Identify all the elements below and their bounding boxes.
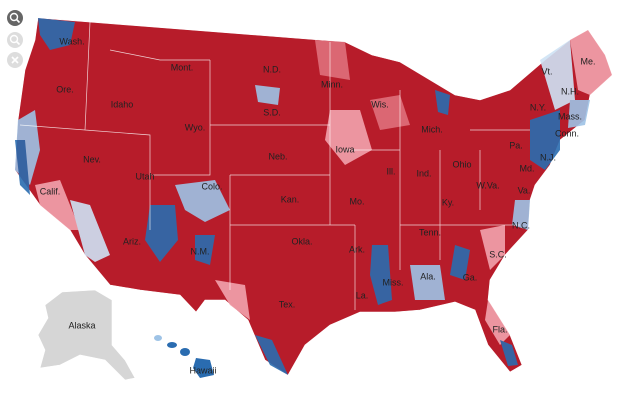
state-label: Minn. [321,79,343,89]
state-label: Idaho [111,99,134,109]
state-label: Calif. [40,186,61,196]
state-label: Ala. [420,271,436,281]
state-label: Ga. [463,272,478,282]
reset-button[interactable] [7,52,23,68]
state-label: Ohio [452,159,471,169]
state-label: Tenn. [419,227,441,237]
county-patches [15,18,612,375]
state-label: Mass. [558,111,582,121]
state-label: Ind. [416,168,431,178]
state-label: Wyo. [185,122,205,132]
state-label: N.H. [561,86,579,96]
state-label: Ill. [387,166,396,176]
state-label: Okla. [291,236,312,246]
state-label: Fla. [492,324,507,334]
state-label: Hawaii [189,365,216,375]
zoom-out-button[interactable] [7,32,23,48]
state-label: Mo. [349,196,364,206]
state-label: Neb. [268,151,287,161]
labels: Wash. Ore. Calif. Nev. Idaho Mont. Wyo. Utah Ari… [40,36,596,375]
state-label: N.C. [512,220,530,230]
state-label: Kan. [281,194,300,204]
state-label: Vt. [541,66,552,76]
state-label: Utah [135,171,154,181]
state-label: S.C. [489,249,507,259]
state-label: N.J. [540,152,556,162]
state-label: Mich. [421,124,443,134]
state-label: Md. [519,163,534,173]
state-label: Va. [518,185,531,195]
state-label: Tex. [279,299,296,309]
state-label: Ky. [442,197,454,207]
state-label: Iowa [335,144,354,154]
state-label: Nev. [83,154,101,164]
state-label: Wash. [59,36,84,46]
state-label: N.D. [263,64,281,74]
state-label: Miss. [383,277,404,287]
state-label: Me. [580,56,595,66]
state-label: Ark. [349,244,365,254]
state-label: W.Va. [476,180,499,190]
zoom-in-button[interactable] [7,10,23,26]
hawaii [154,335,214,378]
state-label: Mont. [171,62,194,72]
state-label: Pa. [509,140,523,150]
state-label: Wis. [371,99,389,109]
alaska [37,289,136,381]
state-borders [19,21,530,310]
state-label: Alaska [68,320,95,330]
state-label: N.Y. [530,102,546,112]
state-label: Conn. [555,128,579,138]
state-label: Ore. [56,84,74,94]
state-label: N.M. [191,246,210,256]
state-label: S.D. [263,107,281,117]
state-label: Ariz. [123,236,141,246]
state-label: Colo. [201,181,222,191]
state-label: La. [356,290,369,300]
